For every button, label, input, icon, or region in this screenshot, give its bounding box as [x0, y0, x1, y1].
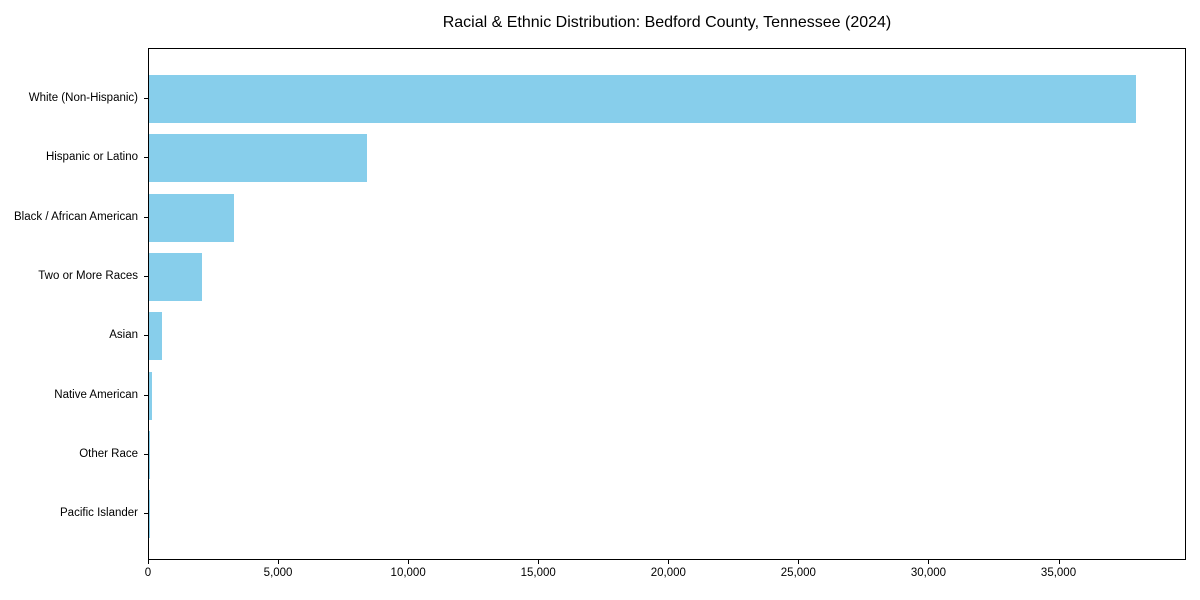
x-tick-label: 0 — [144, 567, 152, 579]
y-axis-label-hispanic-or-latino: Hispanic or Latino — [45, 151, 138, 164]
x-tick-label: 20,000 — [650, 567, 686, 579]
bar-black-african-american — [149, 193, 234, 242]
y-axis-label-asian: Asian — [109, 329, 138, 342]
x-tick-mark — [408, 560, 410, 564]
y-tick-mark — [144, 157, 148, 159]
y-axis-label-white-non-hispanic: White (Non-Hispanic) — [28, 92, 138, 104]
y-tick-mark — [144, 275, 148, 277]
bar-other-race — [149, 430, 151, 479]
x-tick-mark — [1058, 560, 1060, 564]
chart-title: Racial & Ethnic Distribution: Bedford Co… — [442, 14, 892, 31]
x-tick-mark — [798, 560, 800, 564]
x-tick-label: 5,000 — [263, 567, 293, 579]
plot-area — [148, 48, 1186, 560]
y-tick-mark — [144, 335, 148, 337]
y-axis-label-pacific-islander: Pacific Islander — [60, 507, 138, 520]
y-tick-mark — [144, 98, 148, 99]
y-tick-mark — [144, 394, 148, 396]
bar-native-american — [149, 371, 152, 420]
x-tick-label: 35,000 — [1040, 567, 1077, 579]
bar-pacific-islander — [149, 490, 150, 539]
bar-two-or-more-races — [149, 252, 203, 301]
x-tick-mark — [278, 560, 280, 564]
y-axis-label-two-or-more-races: Two or More Races — [38, 269, 138, 282]
y-tick-mark — [144, 453, 148, 455]
x-tick-label: 10,000 — [390, 567, 426, 579]
y-axis-label-black-african-american: Black / African American — [14, 210, 138, 223]
x-tick-mark — [148, 560, 149, 564]
bar-white-non-hispanic — [149, 75, 1136, 123]
bar-hispanic-or-latino — [149, 134, 368, 183]
x-tick-label: 30,000 — [910, 567, 947, 579]
x-tick-mark — [928, 560, 930, 564]
x-tick-mark — [668, 560, 670, 564]
y-tick-mark — [144, 513, 148, 515]
bar-asian — [149, 312, 163, 361]
x-tick-label: 15,000 — [520, 567, 556, 579]
y-axis-label-other-race: Other Race — [79, 447, 138, 460]
y-tick-mark — [144, 216, 148, 218]
x-tick-label: 25,000 — [780, 567, 816, 579]
y-axis-label-native-american: Native American — [54, 388, 138, 401]
x-tick-mark — [538, 560, 540, 564]
